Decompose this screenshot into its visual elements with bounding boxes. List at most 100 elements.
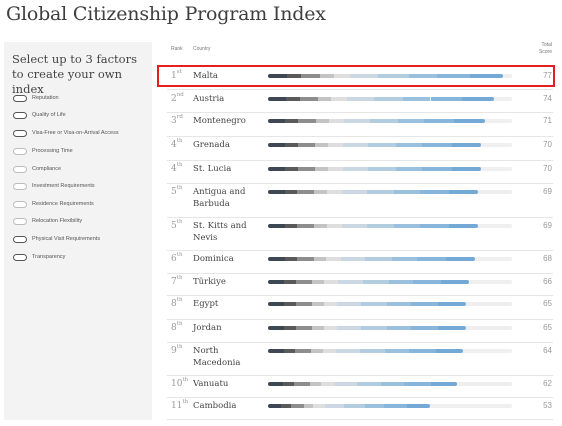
country-name[interactable]: Dominica: [193, 254, 234, 264]
country-name[interactable]: Antigua and Barbuda: [193, 187, 246, 209]
score-bar-segment: [285, 167, 298, 171]
country-name[interactable]: Türkiye: [193, 277, 226, 287]
toggle-switch-icon[interactable]: [13, 235, 27, 243]
rank-label: 4th: [171, 138, 183, 150]
score-bar-segment: [283, 349, 296, 353]
row-divider: [167, 250, 553, 251]
score-bar-segment: [392, 257, 418, 261]
score-bar-segment: [451, 167, 482, 171]
score-bar-segment: [300, 74, 320, 78]
factor-toggle-visa-free-or-visa-on-arrival-access[interactable]: Visa-Free or Visa-on-Arrival Access: [13, 127, 119, 139]
toggle-switch-icon[interactable]: [13, 111, 27, 119]
table-row[interactable]: 4th St. Lucia 70: [160, 161, 556, 184]
score-bar-segment: [337, 326, 362, 330]
score-bar-segment: [268, 404, 281, 408]
factor-selector-panel: Select up to 3 factors to create your ow…: [4, 42, 152, 420]
country-name[interactable]: North Macedonia: [193, 346, 241, 368]
factor-toggle-relocation-flexibility[interactable]: Relocation Flexibility: [13, 215, 82, 227]
country-name[interactable]: St. Kitts and Nevis: [193, 221, 247, 243]
rank-label: 1st: [171, 69, 182, 81]
rank-label: 8th: [171, 297, 183, 309]
toggle-switch-icon[interactable]: [13, 165, 27, 173]
toggle-switch-icon[interactable]: [13, 147, 27, 155]
table-row[interactable]: 8th Egypt 65: [160, 296, 556, 320]
row-divider: [167, 273, 553, 274]
rank-label: 9th: [171, 344, 183, 356]
table-row[interactable]: 7th Türkiye 66: [160, 274, 556, 296]
score-bar-segment: [410, 302, 439, 306]
factor-toggle-compliance[interactable]: Compliance: [13, 163, 61, 175]
country-name[interactable]: Montenegro: [193, 116, 246, 126]
table-row[interactable]: 5th St. Kitts and Nevis 69: [160, 218, 556, 251]
score-bar-segment: [451, 143, 482, 147]
score-bar-segment: [331, 97, 347, 101]
factor-toggle-transparency[interactable]: Transparency: [13, 251, 65, 263]
toggle-switch-icon[interactable]: [13, 217, 27, 225]
score-bar-segment: [284, 190, 298, 194]
factor-toggle-quality-of-life[interactable]: Quality of Life: [13, 109, 66, 121]
table-row[interactable]: 10th Vanuatu 62: [160, 376, 556, 398]
factor-toggle-residence-requirements[interactable]: Residence Requirements: [13, 198, 94, 210]
score-bar-segment: [323, 302, 338, 306]
total-score: 70: [543, 140, 552, 149]
score-bar-segment: [268, 382, 284, 386]
country-name[interactable]: Austria: [193, 94, 225, 104]
score-bar-segment: [326, 190, 342, 194]
country-name[interactable]: Vanuatu: [193, 379, 229, 389]
rank-label: 7th: [171, 275, 183, 287]
country-name[interactable]: Cambodia: [193, 401, 237, 411]
score-bar-segment: [284, 257, 298, 261]
toggle-switch-icon[interactable]: [13, 200, 27, 208]
table-row[interactable]: 6th Dominica 68: [160, 251, 556, 274]
toggle-switch-icon[interactable]: [13, 182, 27, 190]
factor-toggle-processing-time[interactable]: Processing Time: [13, 145, 73, 157]
rank-label: 10th: [171, 377, 189, 389]
rank-label: 2nd: [171, 92, 184, 104]
factor-toggle-reputation[interactable]: Reputation: [13, 92, 59, 104]
score-bar: [268, 119, 512, 123]
table-row[interactable]: 11th Cambodia 53: [160, 398, 556, 420]
score-bar-segment: [342, 167, 369, 171]
score-bar-segment: [343, 404, 365, 408]
table-row[interactable]: 4th Grenada 70: [160, 137, 556, 161]
score-bar-segment: [297, 224, 315, 228]
table-row[interactable]: 1st Malta 77: [160, 68, 556, 90]
total-score-column-header: Total Score: [538, 42, 552, 55]
factor-toggle-investment-requirements[interactable]: Investment Requirements: [13, 180, 95, 192]
score-bar-segment: [430, 97, 463, 101]
score-bar-segment: [283, 302, 296, 306]
factor-toggle-physical-visit-requirements[interactable]: Physical Visit Requirements: [13, 233, 100, 245]
score-bar-segment: [407, 404, 430, 408]
country-name[interactable]: Grenada: [193, 140, 230, 150]
score-bar-segment: [313, 404, 325, 408]
score-bar-segment: [366, 224, 395, 228]
factor-label: Quality of Life: [32, 112, 66, 118]
toggle-switch-icon[interactable]: [13, 129, 27, 137]
score-bar-segment: [441, 280, 470, 284]
total-score: 64: [543, 346, 552, 355]
toggle-switch-icon[interactable]: [13, 253, 27, 261]
country-name[interactable]: Egypt: [193, 299, 219, 309]
total-score: 53: [543, 401, 552, 410]
rank-label: 6th: [171, 252, 183, 264]
country-name[interactable]: Jordan: [193, 323, 222, 333]
score-bar-segment: [365, 257, 393, 261]
score-bar-segment: [446, 257, 476, 261]
table-row[interactable]: 8th Jordan 65: [160, 320, 556, 343]
score-bar-segment: [268, 326, 284, 330]
table-row[interactable]: 2nd Austria 74: [160, 91, 556, 113]
total-score: 74: [543, 94, 552, 103]
score-bar-segment: [317, 97, 332, 101]
country-name[interactable]: Malta: [193, 71, 218, 81]
score-bar-segment: [286, 74, 301, 78]
table-row[interactable]: 5th Antigua and Barbuda 69: [160, 184, 556, 218]
malta-highlight-box: [157, 65, 555, 87]
table-row[interactable]: 3rd Montenegro 71: [160, 113, 556, 137]
toggle-switch-icon[interactable]: [13, 94, 27, 102]
table-row[interactable]: 9th North Macedonia 64: [160, 343, 556, 376]
score-bar-segment: [326, 224, 342, 228]
country-name[interactable]: St. Lucia: [193, 164, 232, 174]
score-bar-segment: [268, 224, 285, 228]
score-bar-segment: [268, 119, 286, 123]
score-bar-segment: [386, 326, 411, 330]
